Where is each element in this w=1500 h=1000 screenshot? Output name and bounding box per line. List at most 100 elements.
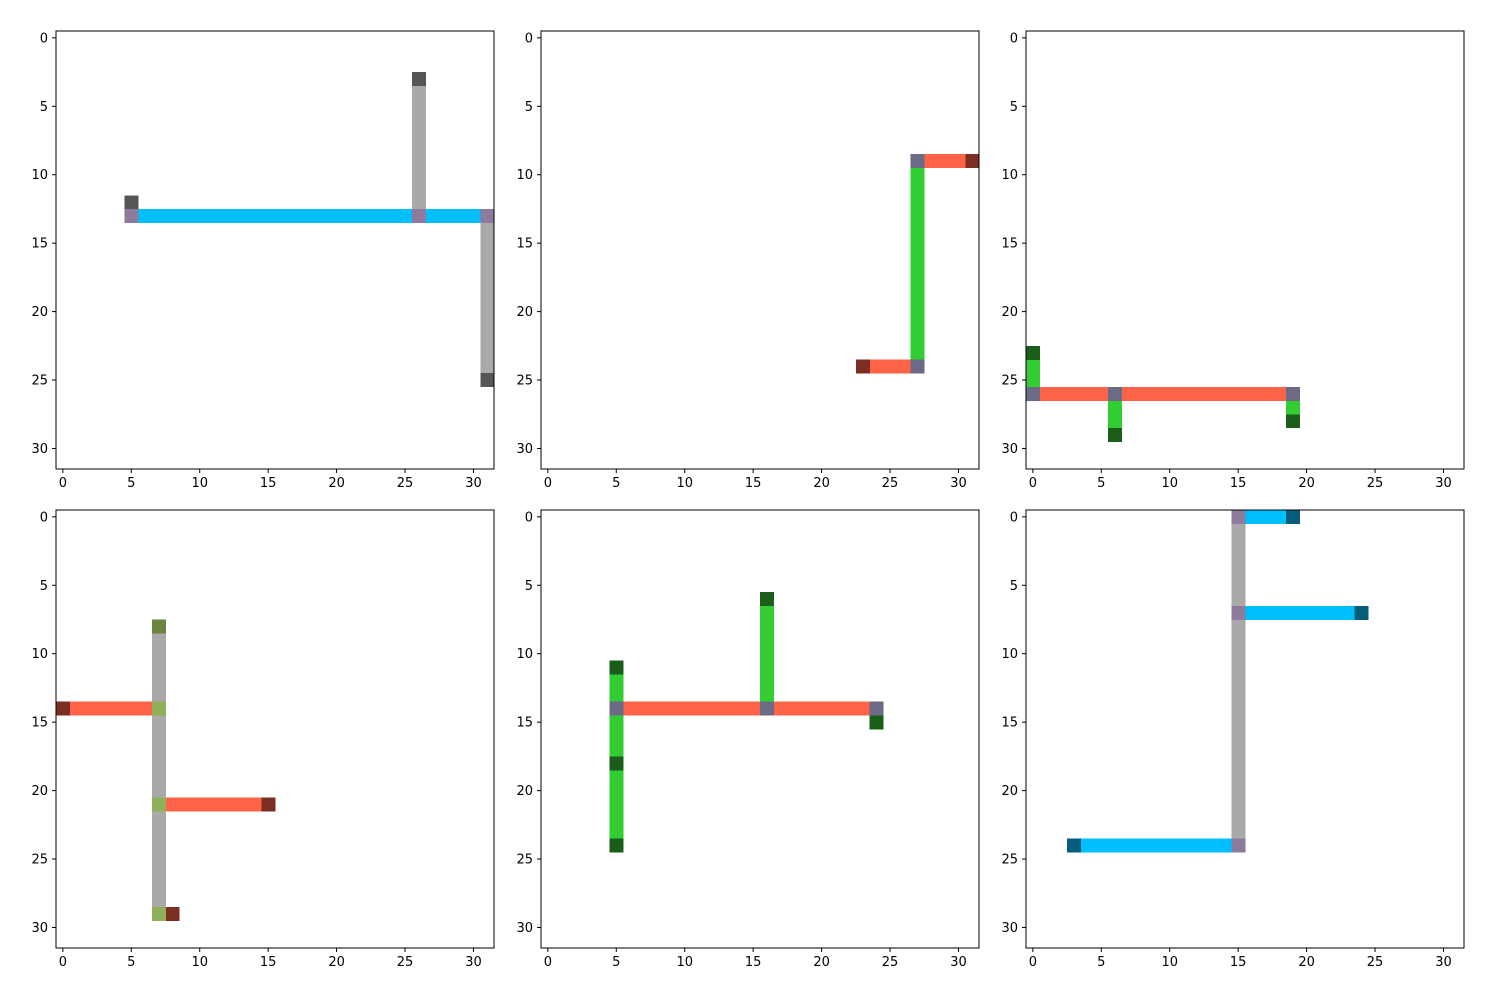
x-tick-label: 15 — [745, 476, 762, 491]
y-tick-label: 5 — [525, 100, 533, 115]
heatmap-cell — [1026, 386, 1040, 401]
axes-frame — [55, 509, 495, 949]
x-tick-label: 25 — [1367, 955, 1384, 970]
x-tick-label: 10 — [676, 955, 693, 970]
y-tick-label: 20 — [31, 784, 48, 799]
x-tick-label: 30 — [465, 955, 482, 970]
y-tick-label: 15 — [31, 237, 48, 252]
heatmap-cell — [165, 797, 262, 812]
heatmap-cell — [1245, 605, 1355, 620]
y-tick-label: 30 — [1001, 442, 1018, 457]
heatmap-cell — [480, 222, 494, 374]
x-tick-label: 0 — [544, 955, 552, 970]
x-tick-label: 25 — [397, 955, 414, 970]
heatmap-cell — [910, 167, 925, 360]
panel-4: 0 5 10 15 20 25 30 0 5 10 15 20 25 30 — [31, 509, 495, 970]
heatmap-cell — [1286, 400, 1301, 415]
y-tick-label: 15 — [516, 716, 533, 731]
x-tick-label: 5 — [612, 955, 620, 970]
panel-3: 0 5 10 15 20 25 30 0 5 10 15 20 25 30 — [1001, 30, 1465, 491]
y-tick-label: 0 — [1010, 510, 1018, 525]
y-tick-label: 25 — [516, 853, 533, 868]
x-tick-label: 5 — [1097, 955, 1105, 970]
heatmap-cell — [56, 701, 70, 716]
panel-1: 0 5 10 15 20 25 30 0 5 10 15 20 25 30 — [31, 30, 495, 491]
y-tick-label: 25 — [1001, 374, 1018, 389]
x-tick-label: 25 — [882, 955, 899, 970]
y-tick-label: 30 — [1001, 921, 1018, 936]
y-tick-label: 30 — [31, 921, 48, 936]
heatmap-cell — [1231, 510, 1246, 524]
heatmap-cell — [411, 85, 426, 210]
heatmap-cell — [151, 715, 166, 798]
x-tick-label: 20 — [328, 476, 345, 491]
y-tick-label: 20 — [31, 305, 48, 320]
y-tick-label: 10 — [31, 168, 48, 183]
heatmap-cell — [1245, 510, 1287, 524]
y-tick-label: 30 — [516, 921, 533, 936]
axes-background — [1026, 31, 1464, 469]
y-tick-label: 10 — [1001, 168, 1018, 183]
heatmap-cell — [138, 208, 413, 223]
x-tick-label: 0 — [59, 955, 67, 970]
x-tick-label: 0 — [59, 476, 67, 491]
heatmap-cell — [151, 797, 166, 812]
x-tick-label: 20 — [1298, 955, 1315, 970]
heatmap-cell — [1026, 359, 1040, 388]
y-tick-label: 15 — [1001, 716, 1018, 731]
heatmap-cell — [1231, 619, 1246, 839]
x-tick-label: 20 — [813, 955, 830, 970]
heatmap-cell — [425, 208, 481, 223]
heatmap-cell — [609, 770, 624, 839]
heatmap-cell — [1121, 386, 1287, 401]
x-tick-label: 10 — [191, 476, 208, 491]
x-tick-label: 15 — [1230, 476, 1247, 491]
y-tick-label: 5 — [1010, 579, 1018, 594]
y-tick-label: 30 — [31, 442, 48, 457]
axes-frame — [1025, 30, 1465, 470]
y-tick-label: 25 — [1001, 853, 1018, 868]
x-tick-label: 0 — [1029, 955, 1037, 970]
heatmap-cell — [855, 359, 870, 374]
y-tick-label: 5 — [40, 100, 48, 115]
x-tick-label: 15 — [745, 955, 762, 970]
y-tick-label: 5 — [40, 579, 48, 594]
heatmap-cell — [910, 154, 925, 169]
x-tick-label: 20 — [328, 955, 345, 970]
heatmap-cell — [869, 701, 884, 716]
heatmap-cell — [1108, 386, 1123, 401]
heatmap-cell — [1231, 523, 1246, 607]
y-tick-label: 15 — [1001, 237, 1018, 252]
x-tick-label: 30 — [1435, 476, 1452, 491]
heatmap-cell — [124, 208, 139, 223]
y-tick-label: 0 — [40, 31, 48, 46]
heatmap-cell — [69, 701, 153, 716]
axes-frame — [540, 30, 980, 470]
y-tick-label: 0 — [525, 31, 533, 46]
y-tick-label: 20 — [516, 784, 533, 799]
cells — [1026, 345, 1301, 442]
heatmap-cell — [411, 72, 426, 87]
heatmap-cell — [1231, 838, 1246, 853]
x-tick-label: 15 — [1230, 955, 1247, 970]
axes-background — [56, 510, 494, 948]
heatmap-cell — [609, 674, 624, 702]
heatmap-cell — [1354, 605, 1369, 620]
cells — [855, 154, 979, 374]
y-tick-label: 15 — [516, 237, 533, 252]
y-tick-label: 25 — [516, 374, 533, 389]
x-tick-label: 15 — [260, 955, 277, 970]
y-tick-label: 10 — [516, 647, 533, 662]
heatmap-cell — [760, 605, 774, 702]
heatmap-cell — [609, 715, 624, 757]
x-tick-label: 5 — [612, 476, 620, 491]
x-tick-label: 30 — [465, 476, 482, 491]
x-tick-label: 30 — [950, 476, 967, 491]
axes-background — [541, 31, 979, 469]
heatmap-cell — [910, 359, 925, 374]
y-tick-label: 0 — [1010, 31, 1018, 46]
y-tick-label: 25 — [31, 374, 48, 389]
heatmap-cell — [151, 619, 166, 634]
y-tick-label: 25 — [31, 853, 48, 868]
